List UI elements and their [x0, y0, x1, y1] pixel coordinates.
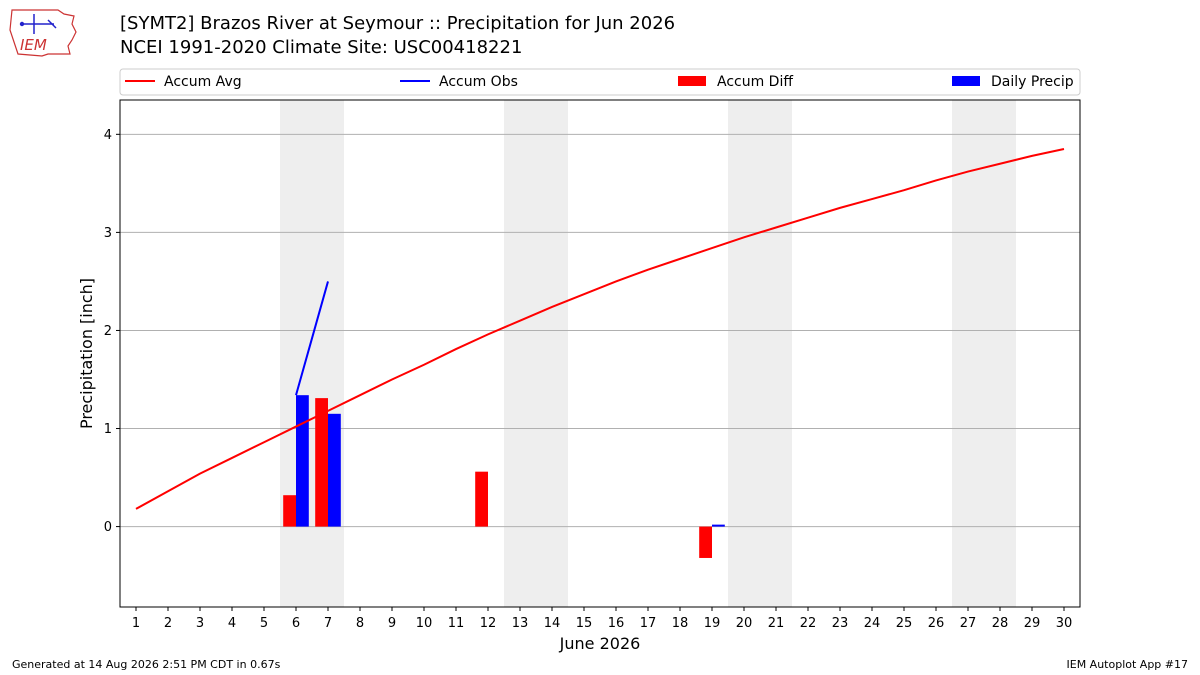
daily-precip-bar — [296, 395, 309, 527]
legend-accum-diff-swatch — [678, 76, 706, 86]
x-tick-label: 16 — [608, 616, 625, 631]
x-tick-label: 14 — [544, 616, 561, 631]
accum-diff-bar — [283, 495, 296, 527]
x-tick-label: 18 — [672, 616, 689, 631]
x-tick-label: 3 — [196, 616, 204, 631]
x-tick-label: 27 — [960, 616, 977, 631]
weekend-shading — [280, 100, 344, 607]
x-tick-label: 13 — [512, 616, 529, 631]
y-tick-label: 3 — [104, 226, 112, 241]
plot-frame — [119, 99, 1081, 608]
x-tick-label: 24 — [864, 616, 881, 631]
accum-diff-bar — [315, 398, 328, 527]
weekend-shading — [952, 100, 1016, 607]
y-tick-label: 2 — [104, 324, 112, 339]
daily-precip-bar — [712, 524, 725, 527]
x-tick-label: 11 — [448, 616, 465, 631]
accum-diff-bar — [699, 526, 712, 558]
x-tick-label: 7 — [324, 616, 332, 631]
legend-label: Accum Diff — [717, 74, 793, 90]
x-tick-label: 30 — [1056, 616, 1073, 631]
daily-precip-bar — [328, 413, 341, 527]
iem-logo: IEM — [9, 9, 77, 57]
x-tick-label: 4 — [228, 616, 236, 631]
x-tick-label: 20 — [736, 616, 753, 631]
app-label: IEM Autoplot App #17 — [1066, 658, 1189, 671]
x-tick-label: 21 — [768, 616, 785, 631]
x-tick-label: 5 — [260, 616, 268, 631]
x-axis-label: June 2026 — [559, 634, 641, 653]
accum-avg-line — [135, 148, 1065, 510]
chart-subtitle: NCEI 1991-2020 Climate Site: USC00418221 — [120, 37, 523, 58]
x-tick-label: 15 — [576, 616, 593, 631]
x-tick-label: 19 — [704, 616, 721, 631]
x-tick-label: 29 — [1024, 616, 1041, 631]
weekend-shading — [504, 100, 568, 607]
legend-box — [119, 68, 1081, 96]
y-tick-label: 0 — [104, 520, 112, 535]
x-tick-label: 25 — [896, 616, 913, 631]
x-tick-label: 10 — [416, 616, 433, 631]
accum-diff-bar — [475, 471, 488, 527]
weekend-shading — [728, 100, 792, 607]
accum-obs-line — [295, 281, 329, 396]
logo-text: IEM — [20, 36, 47, 54]
legend-label: Daily Precip — [991, 74, 1074, 90]
generated-timestamp: Generated at 14 Aug 2026 2:51 PM CDT in … — [12, 658, 281, 671]
x-tick-label: 9 — [388, 616, 396, 631]
legend-daily-precip-swatch — [952, 76, 980, 86]
y-tick-label: 4 — [104, 128, 112, 143]
x-tick-label: 26 — [928, 616, 945, 631]
y-axis-label: Precipitation [inch] — [77, 278, 96, 429]
x-tick-label: 12 — [480, 616, 497, 631]
x-tick-label: 17 — [640, 616, 657, 631]
x-tick-label: 1 — [132, 616, 140, 631]
x-tick-label: 23 — [832, 616, 849, 631]
x-tick-label: 8 — [356, 616, 364, 631]
x-tick-label: 6 — [292, 616, 300, 631]
chart-title: [SYMT2] Brazos River at Seymour :: Preci… — [120, 13, 676, 34]
x-tick-label: 22 — [800, 616, 817, 631]
legend-label: Accum Obs — [439, 74, 518, 90]
x-tick-label: 2 — [164, 616, 172, 631]
y-tick-label: 1 — [104, 422, 112, 437]
legend-label: Accum Avg — [164, 74, 242, 90]
x-tick-label: 28 — [992, 616, 1009, 631]
